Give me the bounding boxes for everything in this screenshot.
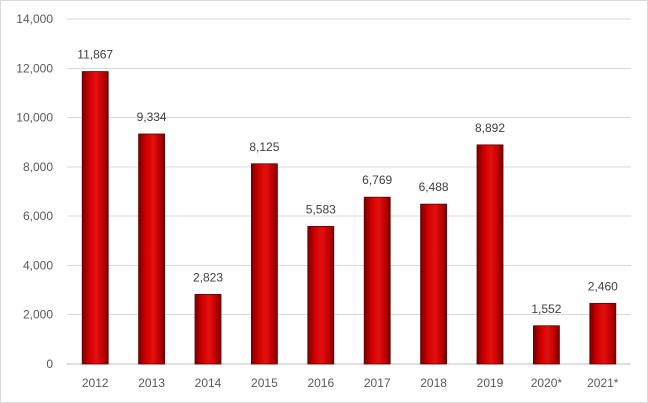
data-label: 2,823 bbox=[193, 270, 223, 284]
x-axis: 2012 2013 2014 2015 2016 2017 2018 2019 2020* 202… bbox=[82, 376, 619, 390]
bar bbox=[307, 226, 335, 365]
y-tick-label: 4,000 bbox=[23, 258, 53, 272]
y-axis: 0 2,000 4,000 6,000 8,000 10,000 12,000 14,000 bbox=[16, 12, 53, 371]
data-label: 11,867 bbox=[77, 48, 113, 62]
x-tick-label: 2015 bbox=[251, 376, 278, 390]
data-label: 8,125 bbox=[249, 140, 279, 154]
y-tick-label: 0 bbox=[46, 357, 53, 371]
y-tick-label: 14,000 bbox=[16, 12, 53, 26]
x-tick-label: 2021* bbox=[587, 376, 619, 390]
data-label: 6,488 bbox=[419, 180, 449, 194]
x-tick-label: 2013 bbox=[138, 376, 165, 390]
data-label: 8,892 bbox=[475, 121, 505, 135]
y-tick-label: 12,000 bbox=[16, 61, 53, 75]
y-tick-label: 6,000 bbox=[23, 209, 53, 223]
bar bbox=[533, 325, 560, 365]
bar bbox=[363, 196, 391, 365]
bar bbox=[194, 294, 222, 365]
bar bbox=[589, 302, 617, 365]
x-tick-label: 2017 bbox=[364, 376, 391, 390]
bar bbox=[81, 71, 109, 365]
x-tick-label: 2012 bbox=[82, 376, 109, 390]
bar bbox=[138, 133, 166, 365]
data-label: 2,460 bbox=[588, 279, 618, 293]
bar bbox=[420, 203, 448, 365]
x-tick-label: 2019 bbox=[477, 376, 504, 390]
bar bbox=[476, 144, 504, 365]
data-label: 9,334 bbox=[137, 110, 167, 124]
data-label: 1,552 bbox=[531, 302, 561, 316]
x-tick-label: 2020* bbox=[531, 376, 563, 390]
data-label: 6,769 bbox=[362, 173, 392, 187]
data-label: 5,583 bbox=[306, 202, 336, 216]
y-tick-label: 2,000 bbox=[23, 308, 53, 322]
bar bbox=[250, 163, 278, 365]
y-tick-label: 10,000 bbox=[16, 111, 53, 125]
x-tick-label: 2018 bbox=[420, 376, 447, 390]
bars: 11,867 9,334 2,823 8,125 5,583 6,769 6,488 8,89… bbox=[77, 48, 618, 365]
x-tick-label: 2014 bbox=[195, 376, 222, 390]
x-tick-label: 2016 bbox=[307, 376, 334, 390]
y-tick-label: 8,000 bbox=[23, 160, 53, 174]
